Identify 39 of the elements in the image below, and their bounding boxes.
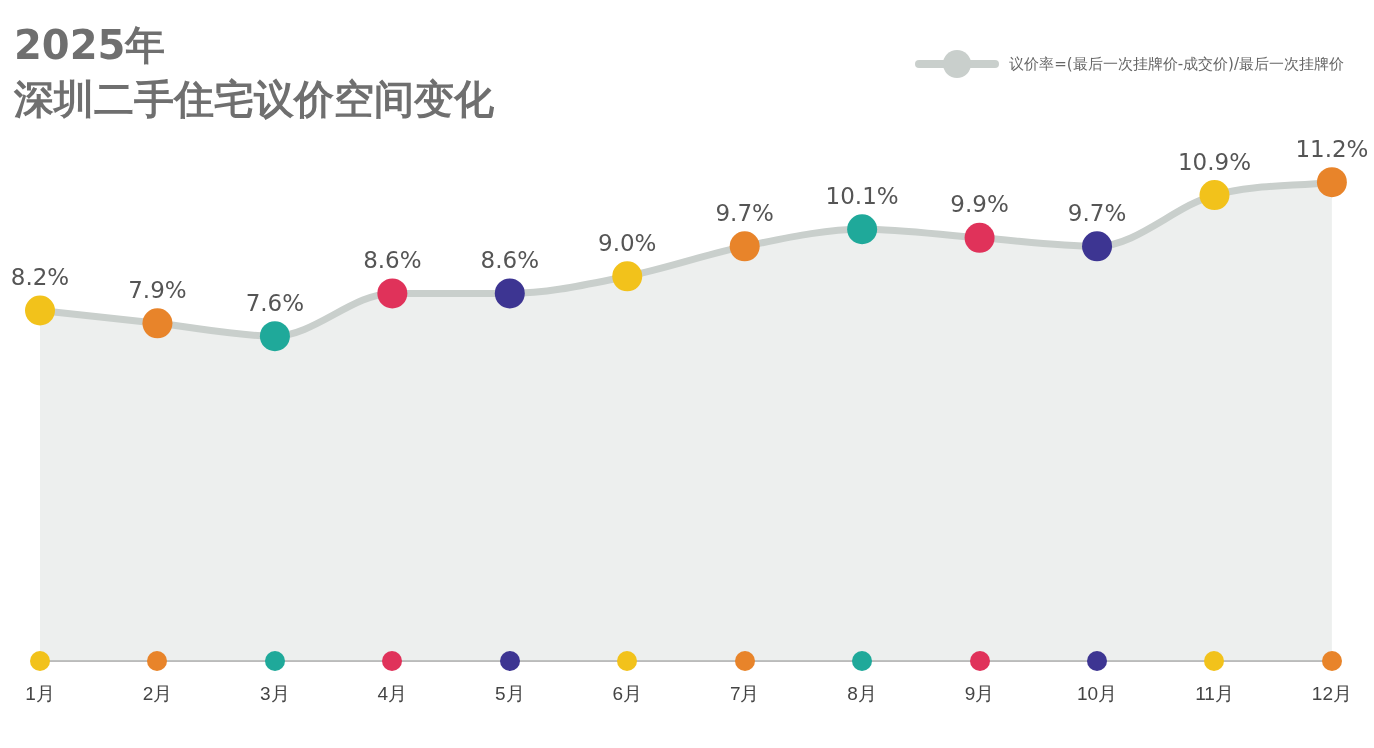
point bbox=[1082, 231, 1113, 262]
point bbox=[729, 231, 760, 262]
data-label: 11.2% bbox=[1295, 135, 1369, 162]
point bbox=[964, 222, 995, 253]
point bbox=[142, 308, 173, 339]
x-tick-label: 9月 bbox=[964, 682, 995, 704]
data-label: 9.7% bbox=[1067, 199, 1127, 226]
x-tick-label: 8月 bbox=[847, 682, 877, 704]
text: 议价率=(最后一次挂牌价-成交价)/最后一次挂牌价 bbox=[1009, 54, 1344, 74]
x-tick-label: 12月 bbox=[1311, 682, 1352, 704]
data-label: 9.0% bbox=[598, 229, 657, 256]
point bbox=[1199, 180, 1230, 211]
x-tick-label: 4月 bbox=[377, 682, 408, 704]
x-tick-label: 3月 bbox=[260, 682, 290, 704]
chart-title: 2025年 bbox=[14, 21, 167, 70]
data-label: 8.6% bbox=[363, 246, 422, 273]
point bbox=[259, 321, 290, 352]
data-label: 7.6% bbox=[245, 289, 305, 316]
data-label: 10.9% bbox=[1177, 148, 1252, 175]
data-label: 10.1% bbox=[825, 182, 899, 209]
x-tick-label: 6月 bbox=[612, 682, 643, 704]
x-tick-label: 7月 bbox=[729, 682, 760, 704]
chart-subtitle: 深圳二手住宅议价空间变化 bbox=[14, 75, 494, 124]
data-label: 9.9% bbox=[950, 191, 1009, 218]
point bbox=[1316, 167, 1347, 198]
point bbox=[847, 214, 878, 245]
data-label: 8.2% bbox=[10, 263, 70, 290]
data-label: 8.6% bbox=[480, 246, 540, 273]
x-tick-label: 11月 bbox=[1195, 682, 1234, 704]
x-tick-label: 5月 bbox=[495, 682, 525, 704]
point bbox=[612, 261, 643, 292]
data-label: 7.9% bbox=[128, 276, 187, 303]
x-tick-label: 1月 bbox=[25, 682, 55, 704]
point bbox=[25, 295, 55, 326]
point bbox=[377, 278, 408, 309]
data-label: 9.7% bbox=[715, 199, 774, 226]
x-tick-label: 2月 bbox=[142, 682, 173, 704]
point bbox=[494, 278, 525, 309]
x-tick-label: 10月 bbox=[1076, 682, 1118, 704]
